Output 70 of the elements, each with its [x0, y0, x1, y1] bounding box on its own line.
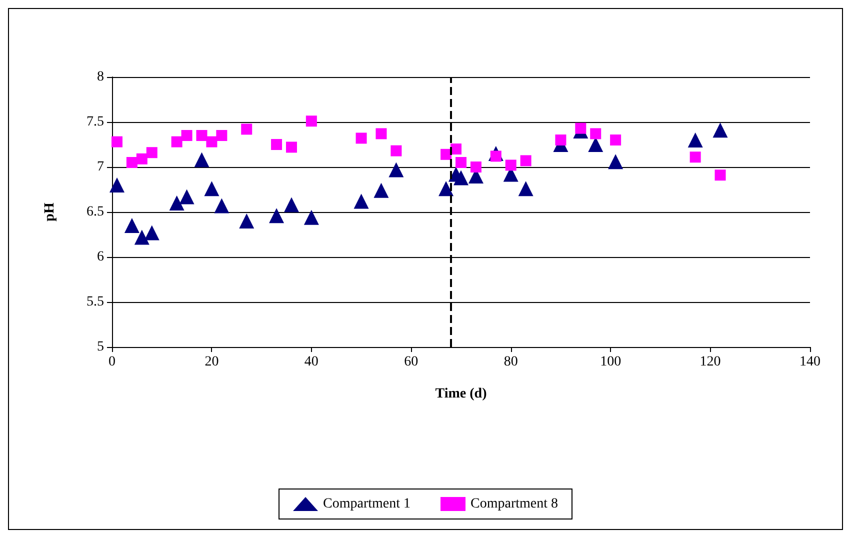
point — [284, 197, 299, 212]
point — [608, 154, 624, 170]
point — [171, 136, 182, 148]
point — [610, 134, 622, 146]
point — [136, 153, 148, 164]
point — [306, 116, 317, 127]
point — [204, 181, 220, 196]
x-tick-label: 80 — [504, 354, 518, 370]
point — [690, 152, 701, 163]
point — [440, 148, 452, 160]
point — [470, 162, 482, 172]
legend-label: Compartment 1 — [323, 496, 411, 512]
point — [239, 214, 254, 228]
point — [179, 189, 194, 204]
point — [216, 130, 228, 141]
point — [134, 230, 150, 245]
point — [169, 196, 184, 210]
point — [286, 142, 297, 153]
point — [505, 160, 516, 171]
point — [354, 194, 369, 209]
point — [520, 155, 532, 166]
point — [194, 152, 210, 168]
y-tick-label: 6 — [97, 250, 104, 264]
point — [214, 198, 230, 214]
point — [206, 136, 218, 148]
point — [124, 218, 140, 233]
point — [454, 170, 468, 186]
point — [144, 225, 160, 240]
y-tick-label: 5 — [97, 340, 104, 354]
x-tick-label: 20 — [204, 354, 219, 370]
x-tick-label: 60 — [404, 354, 418, 370]
point — [196, 130, 208, 141]
point — [555, 134, 566, 146]
x-tick-label: 100 — [600, 354, 622, 370]
point — [374, 182, 389, 198]
x-tick-label: 120 — [700, 354, 721, 370]
point — [126, 157, 138, 168]
x-tick-label: 40 — [304, 354, 318, 370]
x-tick-label: 140 — [800, 354, 820, 370]
point — [356, 132, 367, 144]
y-tick-label: 5.5 — [86, 294, 104, 310]
point — [575, 122, 586, 134]
point — [376, 128, 387, 140]
point — [688, 132, 703, 148]
point — [111, 136, 122, 148]
point — [390, 145, 402, 156]
point — [269, 208, 284, 224]
point — [590, 128, 602, 140]
point — [588, 137, 604, 152]
y-tick-label: 6.5 — [86, 204, 104, 220]
y-tick-label: 7.5 — [86, 114, 104, 130]
point — [438, 181, 454, 196]
point — [712, 122, 728, 138]
y-tick-label: 7 — [97, 160, 104, 174]
x-axis-title: Time (d) — [435, 386, 488, 402]
point — [450, 144, 462, 154]
y-tick-label: 8 — [97, 70, 104, 84]
legend-label: Compartment 8 — [470, 496, 558, 512]
point — [304, 210, 319, 225]
point — [146, 147, 158, 158]
y-axis-title: pH — [42, 202, 58, 222]
point — [241, 124, 252, 135]
point — [271, 139, 282, 150]
point — [518, 181, 534, 196]
point — [714, 170, 726, 181]
point — [456, 157, 466, 168]
point — [388, 162, 404, 178]
x-tick-label: 0 — [108, 354, 116, 370]
point — [181, 130, 192, 141]
point — [109, 178, 124, 192]
